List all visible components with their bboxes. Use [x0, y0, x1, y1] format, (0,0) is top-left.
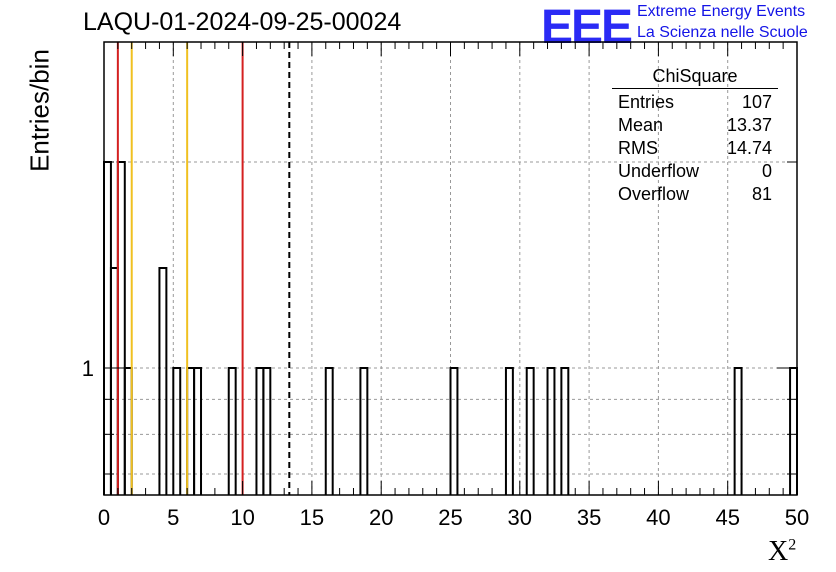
stats-value: 14.74	[726, 138, 772, 158]
histogram-bar	[525, 367, 535, 495]
histogram-bar	[116, 161, 126, 495]
stats-label: Mean	[618, 115, 664, 135]
y-tick-label: 1	[82, 356, 94, 381]
histogram-bar	[262, 367, 272, 495]
x-tick-label: 45	[715, 505, 739, 530]
histogram-bar	[109, 267, 119, 495]
x-tick-label: 0	[98, 505, 110, 530]
histogram-bar	[560, 367, 570, 495]
x-axis-label-sup: 2	[788, 536, 797, 554]
histogram-bar	[186, 367, 196, 495]
x-axis-label: X2	[768, 536, 796, 568]
histogram-bar	[123, 367, 133, 495]
stats-value: 0	[761, 161, 772, 181]
x-tick-label: 40	[646, 505, 670, 530]
x-tick-label: 35	[577, 505, 601, 530]
eee-logo: EEE	[541, 1, 633, 54]
histogram-bar	[227, 367, 237, 495]
stats-value: 107	[741, 92, 772, 112]
histogram-bar	[449, 367, 459, 495]
x-tick-label: 10	[230, 505, 254, 530]
stats-label: Underflow	[618, 161, 700, 181]
logo-line-1: Extreme Energy Events	[637, 3, 806, 20]
stats-row-overflow: Overflow 81	[612, 183, 778, 206]
stats-label: RMS	[618, 138, 658, 158]
histogram-bar	[546, 367, 556, 495]
histogram-bar	[324, 367, 334, 495]
histogram-bar	[158, 267, 168, 495]
x-tick-label: 5	[167, 505, 179, 530]
histogram-bar	[172, 367, 182, 495]
stats-row-entries: Entries 107	[612, 91, 778, 114]
logo-line-2: La Scienza nelle Scuole	[637, 24, 808, 41]
stats-row-mean: Mean 13.37	[612, 114, 778, 137]
histogram-bar	[255, 367, 265, 495]
x-tick-label: 30	[508, 505, 532, 530]
stats-row-rms: RMS 14.74	[612, 137, 778, 160]
x-tick-label: 15	[300, 505, 324, 530]
histogram-bar	[193, 367, 203, 495]
x-axis-label-text: X	[768, 536, 789, 567]
stats-box: ChiSquare Entries 107 Mean 13.37 RMS 14.74 Und…	[612, 66, 778, 206]
x-tick-label: 50	[785, 505, 809, 530]
histogram-bar	[359, 367, 369, 495]
histogram-bar	[733, 367, 743, 495]
stats-label: Entries	[618, 92, 675, 112]
stats-title: ChiSquare	[612, 66, 778, 89]
stats-value: 13.37	[726, 115, 772, 135]
chart-title: LAQU-01-2024-09-25-00024	[83, 8, 402, 36]
histogram-bar	[103, 161, 112, 495]
stats-value: 81	[751, 184, 772, 204]
stats-row-underflow: Underflow 0	[612, 160, 778, 183]
stats-label: Overflow	[618, 184, 690, 204]
x-tick-label: 20	[369, 505, 393, 530]
histogram-bar	[789, 367, 798, 495]
x-tick-label: 25	[438, 505, 462, 530]
histogram-bar	[504, 367, 514, 495]
